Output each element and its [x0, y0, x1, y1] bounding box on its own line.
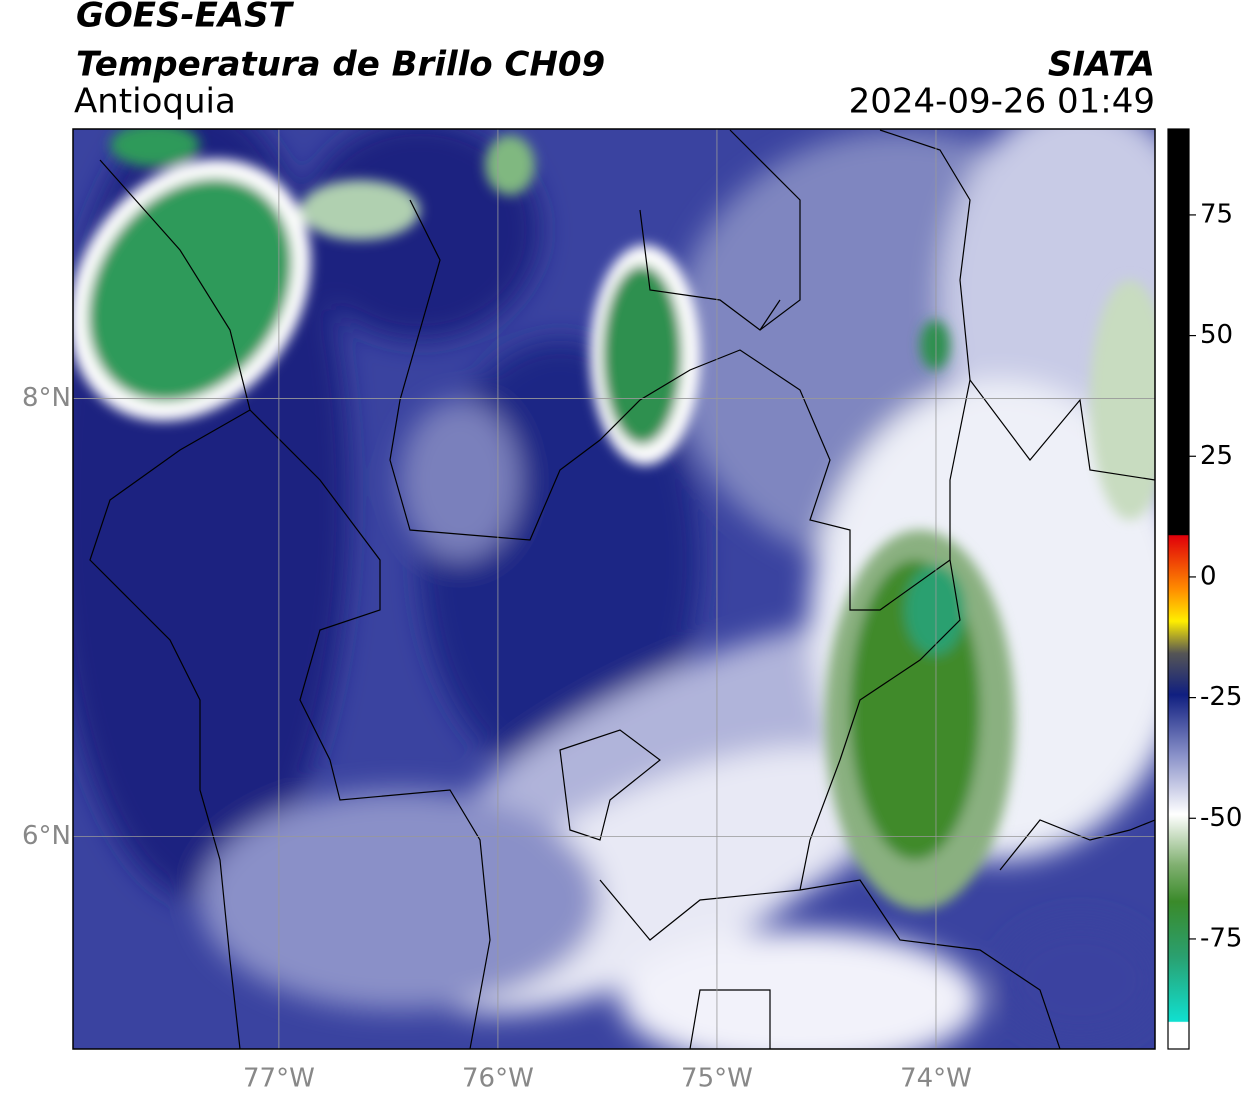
- colorbar-tick-label: 0: [1200, 561, 1217, 591]
- x-tick-label: 75°W: [681, 1064, 753, 1094]
- datetime: 2024-09-26 01:49: [849, 82, 1155, 122]
- y-tick-label: 6°N: [22, 821, 71, 851]
- title: GOES-EAST: [76, 0, 295, 36]
- colorbar-tick-label: 75: [1200, 199, 1233, 229]
- borders: [89, 129, 1155, 1049]
- colorbar-tick-label: -50: [1200, 803, 1242, 833]
- map-frame: [72, 128, 1156, 1050]
- colorbar-tick-label: -75: [1200, 923, 1242, 953]
- colorbar-tick-label: -25: [1200, 682, 1242, 712]
- x-tick-label: 77°W: [243, 1064, 315, 1094]
- x-tick-label: 74°W: [900, 1064, 972, 1094]
- region: Antioquia: [74, 82, 236, 122]
- subtitle: Temperatura de Brillo CH09: [76, 45, 605, 85]
- satellite-image: [73, 129, 1155, 1049]
- colorbar: [1167, 128, 1190, 1050]
- colorbar-tick-label: 50: [1200, 320, 1233, 350]
- y-tick-label: 8°N: [22, 383, 71, 413]
- x-tick-label: 76°W: [462, 1064, 534, 1094]
- source: SIATA: [1048, 45, 1155, 85]
- colorbar-tick-label: 25: [1200, 441, 1233, 471]
